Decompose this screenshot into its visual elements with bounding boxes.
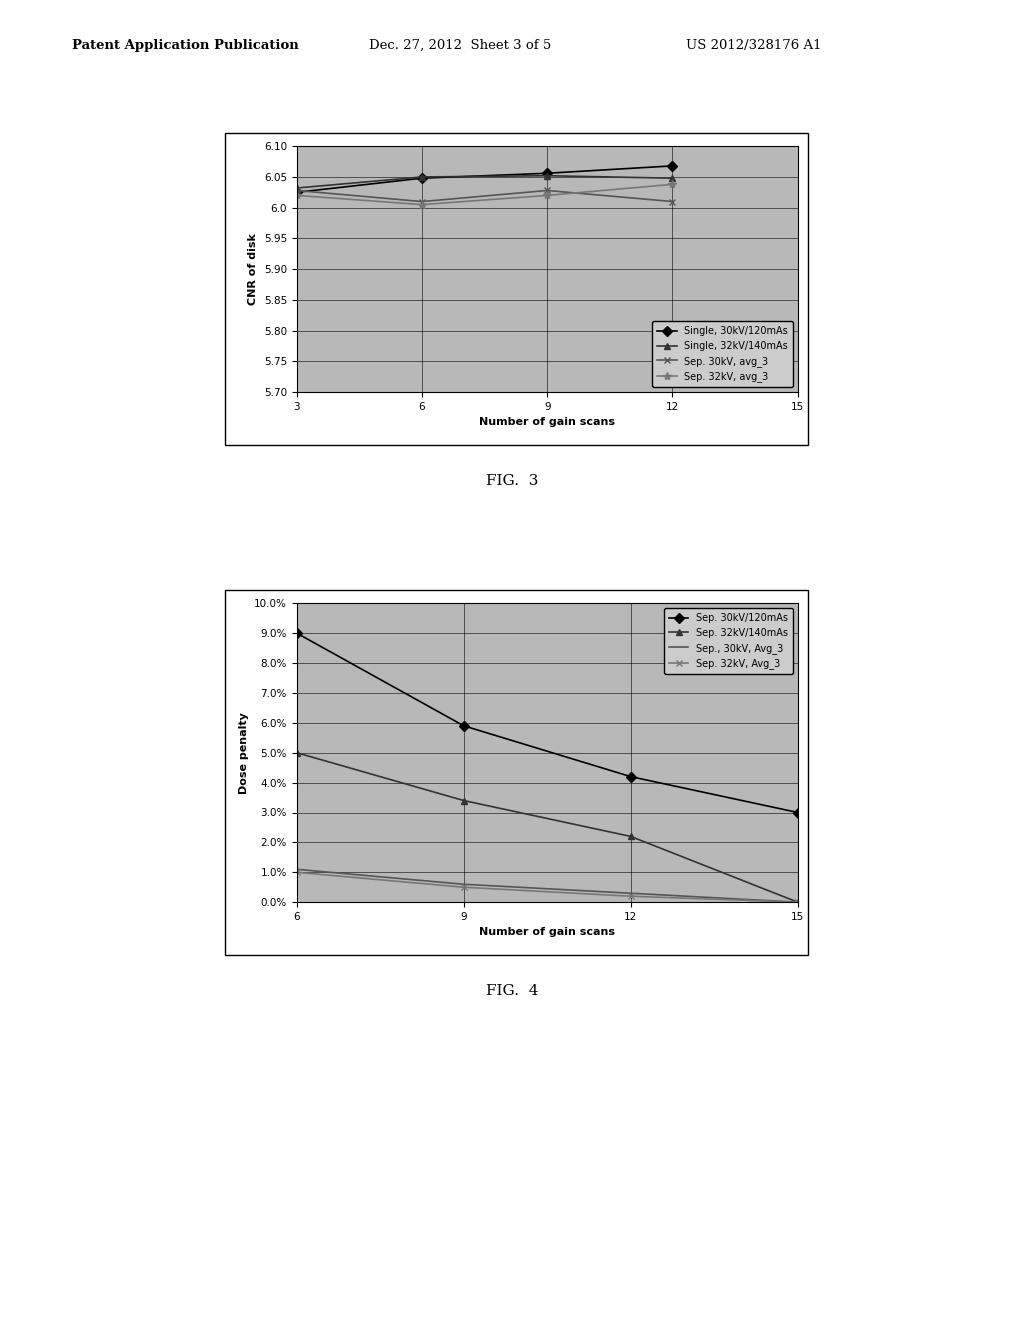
Single, 30kV/120mAs <box>541 165 553 181</box>
Line: Sep. 32kV/140mAs: Sep. 32kV/140mAs <box>293 750 801 906</box>
Y-axis label: CNR of disk: CNR of disk <box>248 234 258 305</box>
Sep. 30kV, avg_3 <box>291 182 303 198</box>
Single, 30kV/120mAs <box>667 158 679 174</box>
Single, 32kV/140mAs <box>291 180 303 195</box>
Single, 32kV/140mAs <box>541 168 553 183</box>
Single, 30kV/120mAs <box>291 185 303 201</box>
Y-axis label: Dose penalty: Dose penalty <box>239 711 249 793</box>
Sep. 32kV/140mAs <box>458 792 470 808</box>
Sep. 32kV, Avg_3 <box>458 879 470 895</box>
Sep. 32kV, Avg_3 <box>625 888 637 904</box>
Sep. 30kV, avg_3 <box>541 182 553 198</box>
Line: Single, 30kV/120mAs: Single, 30kV/120mAs <box>293 162 676 195</box>
Line: Sep. 30kV, avg_3: Sep. 30kV, avg_3 <box>293 187 676 205</box>
Line: Sep., 30kV, Avg_3: Sep., 30kV, Avg_3 <box>297 870 798 902</box>
Sep. 30kV, avg_3 <box>667 194 679 210</box>
Sep. 30kV/120mAs <box>291 626 303 642</box>
Sep., 30kV, Avg_3 <box>291 862 303 878</box>
Sep. 32kV, Avg_3 <box>291 865 303 880</box>
Sep. 32kV, avg_3 <box>291 187 303 203</box>
Sep. 32kV/140mAs <box>291 744 303 760</box>
Single, 32kV/140mAs <box>667 170 679 186</box>
Sep. 32kV, avg_3 <box>541 187 553 203</box>
Sep. 30kV, avg_3 <box>416 194 428 210</box>
Legend: Single, 30kV/120mAs, Single, 32kV/140mAs, Sep. 30kV, avg_3, Sep. 32kV, avg_3: Single, 30kV/120mAs, Single, 32kV/140mAs… <box>652 321 793 387</box>
Sep. 30kV/120mAs <box>792 805 804 821</box>
Text: FIG.  3: FIG. 3 <box>485 474 539 487</box>
Single, 32kV/140mAs <box>416 169 428 185</box>
X-axis label: Number of gain scans: Number of gain scans <box>479 928 615 937</box>
Sep., 30kV, Avg_3 <box>458 876 470 892</box>
Line: Sep. 32kV, avg_3: Sep. 32kV, avg_3 <box>293 180 677 209</box>
Sep. 32kV, Avg_3 <box>792 894 804 909</box>
Sep., 30kV, Avg_3 <box>625 886 637 902</box>
Line: Single, 32kV/140mAs: Single, 32kV/140mAs <box>293 172 676 191</box>
Sep. 32kV/140mAs <box>625 829 637 845</box>
Text: US 2012/328176 A1: US 2012/328176 A1 <box>686 38 821 51</box>
Text: FIG.  4: FIG. 4 <box>485 983 539 998</box>
Text: Patent Application Publication: Patent Application Publication <box>72 38 298 51</box>
Sep. 32kV, avg_3 <box>416 197 428 213</box>
Line: Sep. 30kV/120mAs: Sep. 30kV/120mAs <box>293 630 801 816</box>
X-axis label: Number of gain scans: Number of gain scans <box>479 417 615 428</box>
Line: Sep. 32kV, Avg_3: Sep. 32kV, Avg_3 <box>293 869 801 906</box>
Text: Dec. 27, 2012  Sheet 3 of 5: Dec. 27, 2012 Sheet 3 of 5 <box>369 38 551 51</box>
Single, 30kV/120mAs <box>416 170 428 186</box>
Sep. 30kV/120mAs <box>625 768 637 784</box>
Sep. 30kV/120mAs <box>458 718 470 734</box>
Sep. 32kV/140mAs <box>792 894 804 909</box>
Sep., 30kV, Avg_3 <box>792 894 804 909</box>
Legend: Sep. 30kV/120mAs, Sep. 32kV/140mAs, Sep., 30kV, Avg_3, Sep. 32kV, Avg_3: Sep. 30kV/120mAs, Sep. 32kV/140mAs, Sep.… <box>664 609 793 675</box>
Sep. 32kV, avg_3 <box>667 177 679 193</box>
